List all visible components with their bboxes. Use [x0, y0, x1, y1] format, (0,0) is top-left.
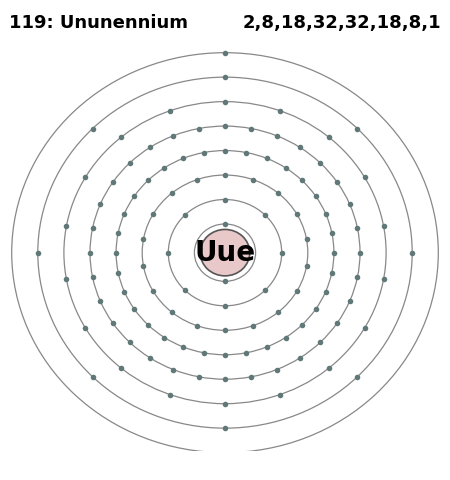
- Text: 2,8,18,32,32,18,8,1: 2,8,18,32,32,18,8,1: [243, 14, 441, 33]
- Circle shape: [200, 229, 250, 276]
- Text: 119: Ununennium: 119: Ununennium: [9, 14, 188, 33]
- Text: Uue: Uue: [194, 239, 256, 267]
